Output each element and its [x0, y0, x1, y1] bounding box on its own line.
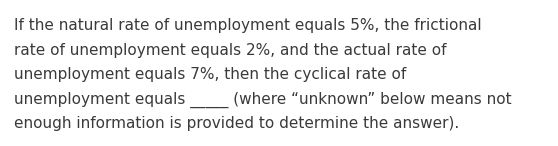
Text: unemployment equals _____ (where “unknown” below means not: unemployment equals _____ (where “unknow… [14, 92, 512, 108]
Text: If the natural rate of unemployment equals 5%, the frictional: If the natural rate of unemployment equa… [14, 18, 482, 33]
Text: enough information is provided to determine the answer).: enough information is provided to determ… [14, 116, 459, 131]
Text: unemployment equals 7%, then the cyclical rate of: unemployment equals 7%, then the cyclica… [14, 67, 406, 82]
Text: rate of unemployment equals 2%, and the actual rate of: rate of unemployment equals 2%, and the … [14, 42, 446, 58]
